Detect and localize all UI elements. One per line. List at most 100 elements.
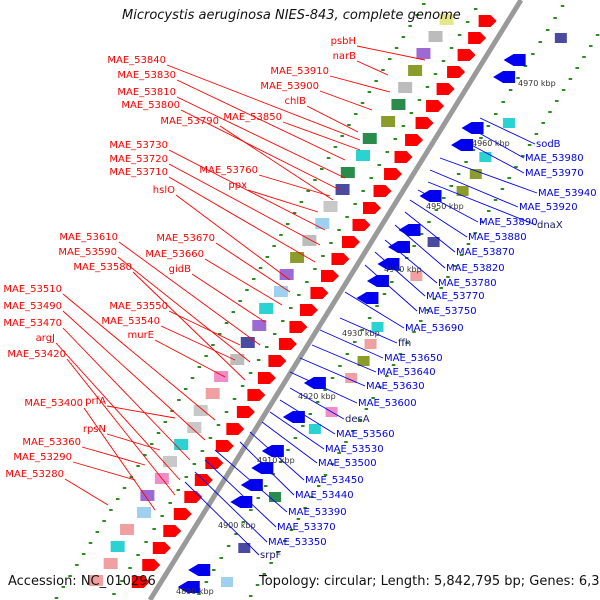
forward-gene-label: chlB <box>285 96 307 107</box>
forward-gene-arrow <box>205 457 224 469</box>
tick-mark <box>276 551 280 553</box>
reverse-gene-arrow <box>188 564 211 576</box>
tick-mark <box>471 149 476 151</box>
forward-gene-arrow <box>478 15 497 27</box>
tick-mark <box>224 322 229 324</box>
tick-mark <box>575 67 579 69</box>
tick-mark <box>548 111 552 113</box>
forward-label-leader <box>356 60 389 76</box>
reverse-gene-arrow <box>282 411 305 423</box>
tick-mark <box>211 344 215 346</box>
reverse-label-leader <box>194 471 268 543</box>
reverse-labels-layer: sodB MAE_53980 MAE_53970 MAE_53940 MAE_53920… <box>184 117 597 561</box>
tick-mark <box>301 425 305 427</box>
tick-mark <box>263 485 268 487</box>
tick-mark <box>310 496 314 498</box>
forward-gene-label: MAE_53400 <box>24 398 83 409</box>
tick-mark <box>394 47 399 49</box>
reverse-gene-label: MAE_53820 <box>446 263 505 274</box>
reverse-gene-label: desA <box>345 414 370 425</box>
tick-mark <box>282 540 287 542</box>
tick-mark <box>401 36 406 38</box>
forward-gene-arrow <box>436 83 455 95</box>
reverse-gene-arrow <box>398 224 421 236</box>
reverse-gene-label: sodB <box>536 139 561 150</box>
gene-feature <box>315 218 330 229</box>
forward-gene-label: MAE_53420 <box>7 349 66 360</box>
forward-gene-label: MAE_53730 <box>109 140 168 151</box>
forward-label-leader <box>72 461 136 481</box>
forward-gene-label: MAE_53660 <box>145 249 204 260</box>
kbp-tick-label: 4910 kbp <box>257 456 295 465</box>
tick-mark <box>374 80 378 82</box>
tick-mark <box>353 341 357 343</box>
tick-mark <box>582 56 586 58</box>
gene-feature <box>103 558 118 569</box>
reverse-label-leader <box>289 371 358 404</box>
kbp-tick-label: 4890 kbp <box>176 587 214 596</box>
tick-mark <box>258 267 263 269</box>
forward-gene-arrow <box>405 134 424 146</box>
forward-gene-label: narB <box>333 51 357 62</box>
gene-feature <box>302 235 317 246</box>
tick-mark <box>531 53 535 55</box>
tick-mark <box>152 528 156 530</box>
reverse-gene-label: srpF <box>260 550 282 561</box>
forward-gene-arrow <box>173 508 192 520</box>
tick-mark <box>231 311 236 313</box>
reverse-gene-label: dnaX <box>537 220 563 231</box>
forward-label-leader <box>168 176 316 263</box>
tick-mark <box>112 593 116 595</box>
gene-feature <box>140 490 155 501</box>
forward-label-leader <box>154 339 226 378</box>
forward-label-leader <box>176 79 346 161</box>
forward-gene-arrow <box>373 185 392 197</box>
reverse-label-leader <box>461 139 525 174</box>
tick-mark <box>240 385 245 387</box>
tick-mark <box>553 17 557 19</box>
tick-mark <box>419 320 423 322</box>
tick-mark <box>248 372 253 374</box>
tick-mark <box>361 190 365 192</box>
tick-mark <box>54 597 59 599</box>
forward-label-leader <box>168 163 321 246</box>
reverse-gene-label: MAE_53870 <box>456 247 515 258</box>
gene-feature <box>323 201 338 212</box>
tick-mark <box>176 489 181 491</box>
forward-gene-arrow <box>320 270 339 282</box>
tick-mark <box>347 124 351 126</box>
forward-gene-label: gidB <box>169 264 191 275</box>
forward-gene-label: MAE_53670 <box>156 233 215 244</box>
tick-mark <box>217 333 222 335</box>
gene-feature <box>269 492 282 502</box>
gene-feature <box>345 373 358 383</box>
tick-mark <box>391 364 396 366</box>
forward-label-leader <box>175 194 291 281</box>
reverse-gene-arrow <box>251 462 274 474</box>
reverse-label-leader <box>339 317 398 344</box>
forward-gene-arrow <box>163 525 182 537</box>
tick-mark <box>238 300 242 302</box>
kbp-tick-label: 4950 kbp <box>426 202 464 211</box>
tick-mark <box>415 14 419 16</box>
forward-gene-arrow <box>268 355 287 367</box>
reverse-label-leader <box>409 199 468 238</box>
tick-mark <box>200 450 205 452</box>
forward-gene-arrow <box>341 236 360 248</box>
gene-feature <box>238 543 251 553</box>
reverse-label-leader <box>404 211 456 253</box>
forward-gene-label: MAE_53510 <box>3 284 62 295</box>
tick-mark <box>364 408 369 410</box>
gene-feature <box>371 322 384 332</box>
tick-mark <box>333 146 338 148</box>
tick-mark <box>219 557 223 559</box>
forward-label-leader <box>62 293 216 421</box>
gene-feature <box>340 167 355 178</box>
forward-gene-label: MAE_53760 <box>199 165 258 176</box>
tick-mark <box>473 232 477 234</box>
reverse-gene-arrow <box>503 54 526 66</box>
forward-label-leader <box>180 109 341 191</box>
tick-mark <box>401 125 406 127</box>
reverse-gene-label: MAE_53980 <box>525 153 584 164</box>
